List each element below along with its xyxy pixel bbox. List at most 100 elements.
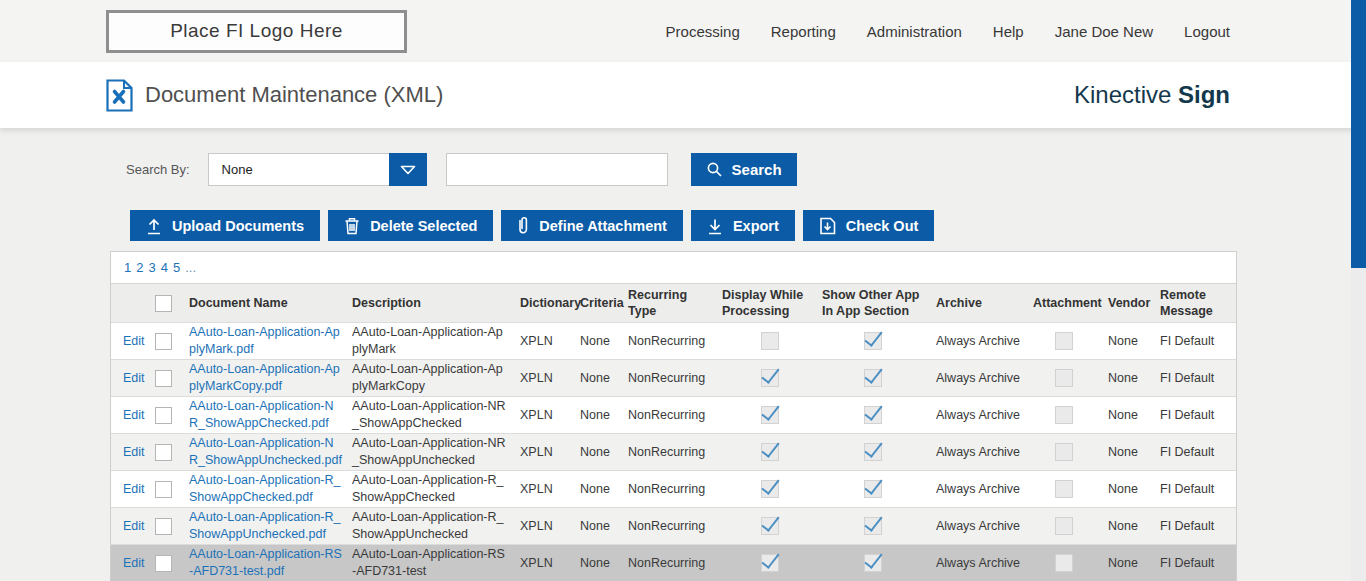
cell-select xyxy=(153,434,187,471)
vertical-scrollbar[interactable] xyxy=(1351,0,1366,581)
brand-logo: Kinective Sign xyxy=(1074,81,1230,109)
trash-icon xyxy=(344,217,360,235)
document-name-link[interactable]: AAuto-Loan-Application-RS-AFD731-test.pd… xyxy=(189,547,342,578)
cell-attachment xyxy=(1031,397,1096,434)
cell-vendor: None xyxy=(1096,434,1146,471)
cell-dictionary: XPLN xyxy=(518,397,578,434)
header-vendor: Vendor xyxy=(1096,284,1146,323)
check-out-label: Check Out xyxy=(846,218,919,234)
cell-vendor: None xyxy=(1096,545,1146,581)
page-link-1[interactable]: 1 xyxy=(124,260,131,275)
cell-display-while-processing xyxy=(720,360,820,397)
document-name-link[interactable]: AAuto-Loan-Application-R_ShowAppChecked.… xyxy=(189,473,340,504)
search-by-dropdown[interactable]: None xyxy=(208,153,427,186)
cell-vendor: None xyxy=(1096,360,1146,397)
chevron-down-icon[interactable] xyxy=(389,153,427,186)
page-link-4[interactable]: 4 xyxy=(161,260,168,275)
cell-description: AAuto-Loan-Application-RS-AFD731-test xyxy=(350,545,518,581)
cell-display-while-processing xyxy=(720,545,820,581)
attachment-checkbox xyxy=(1055,332,1073,350)
cell-remote-message: FI Default xyxy=(1146,360,1236,397)
nav-administration[interactable]: Administration xyxy=(867,23,962,40)
cell-attachment xyxy=(1031,434,1096,471)
header-criteria: Criteria xyxy=(578,284,626,323)
edit-link[interactable]: Edit xyxy=(123,371,145,385)
row-select-checkbox[interactable] xyxy=(155,481,172,498)
attachment-checkbox xyxy=(1055,517,1073,535)
cell-edit: Edit xyxy=(111,545,153,581)
cell-dictionary: XPLN xyxy=(518,545,578,581)
edit-link[interactable]: Edit xyxy=(123,519,145,533)
row-select-checkbox[interactable] xyxy=(155,370,172,387)
document-name-link[interactable]: AAuto-Loan-Application-ApplyMarkCopy.pdf xyxy=(189,362,340,393)
search-button[interactable]: Search xyxy=(691,153,797,186)
cell-criteria: None xyxy=(578,434,626,471)
cell-remote-message: FI Default xyxy=(1146,471,1236,508)
nav-user-jane-doe-new[interactable]: Jane Doe New xyxy=(1055,23,1153,40)
header-attachment: Attachment xyxy=(1031,284,1096,323)
export-button[interactable]: Export xyxy=(691,210,795,241)
nav-logout[interactable]: Logout xyxy=(1184,23,1230,40)
table-row: Edit AAuto-Loan-Application-RS-AFD731-te… xyxy=(111,545,1236,581)
table-row: Edit AAuto-Loan-Application-R_ShowAppUnc… xyxy=(111,508,1236,545)
nav-reporting[interactable]: Reporting xyxy=(771,23,836,40)
show-other-app-checkbox xyxy=(864,406,882,424)
upload-documents-button[interactable]: Upload Documents xyxy=(130,210,320,241)
define-attachment-button[interactable]: Define Attachment xyxy=(501,210,683,241)
cell-description: AAuto-Loan-Application-ApplyMark xyxy=(350,323,518,360)
cell-archive: Always Archive xyxy=(926,323,1031,360)
cell-recurring-type: NonRecurring xyxy=(626,508,720,545)
cell-display-while-processing xyxy=(720,397,820,434)
cell-criteria: None xyxy=(578,397,626,434)
cell-criteria: None xyxy=(578,360,626,397)
row-select-checkbox[interactable] xyxy=(155,333,172,350)
edit-link[interactable]: Edit xyxy=(123,556,145,570)
cell-recurring-type: NonRecurring xyxy=(626,434,720,471)
cell-description: AAuto-Loan-Application-R_ShowAppUnchecke… xyxy=(350,508,518,545)
cell-description: AAuto-Loan-Application-NR_ShowAppChecked xyxy=(350,397,518,434)
check-out-button[interactable]: Check Out xyxy=(803,210,935,241)
edit-link[interactable]: Edit xyxy=(123,408,145,422)
row-select-checkbox[interactable] xyxy=(155,444,172,461)
table-header-row: Document Name Description Dictionary Cri… xyxy=(111,284,1236,323)
attachment-checkbox xyxy=(1055,554,1073,572)
export-label: Export xyxy=(733,218,779,234)
show-other-app-checkbox xyxy=(864,480,882,498)
search-input[interactable] xyxy=(446,153,668,186)
document-name-link[interactable]: AAuto-Loan-Application-ApplyMark.pdf xyxy=(189,325,340,356)
select-all-checkbox[interactable] xyxy=(155,295,172,312)
header-recurring-type: Recurring Type xyxy=(626,284,720,323)
cell-display-while-processing xyxy=(720,323,820,360)
header-remote-message: Remote Message xyxy=(1146,284,1236,323)
cell-edit: Edit xyxy=(111,434,153,471)
nav-help[interactable]: Help xyxy=(993,23,1024,40)
documents-table-container: 12345... Document Name Description Dicti… xyxy=(110,251,1237,581)
cell-document-name: AAuto-Loan-Application-ApplyMarkCopy.pdf xyxy=(187,360,350,397)
cell-show-other-app xyxy=(820,360,926,397)
cell-document-name: AAuto-Loan-Application-RS-AFD731-test.pd… xyxy=(187,545,350,581)
page-link-5[interactable]: 5 xyxy=(173,260,180,275)
delete-selected-button[interactable]: Delete Selected xyxy=(328,210,493,241)
attachment-checkbox xyxy=(1055,480,1073,498)
search-icon xyxy=(706,161,723,178)
page-link-3[interactable]: 3 xyxy=(148,260,155,275)
scrollbar-thumb[interactable] xyxy=(1351,0,1366,268)
document-name-link[interactable]: AAuto-Loan-Application-R_ShowAppUnchecke… xyxy=(189,510,340,541)
page-link-2[interactable]: 2 xyxy=(136,260,143,275)
show-other-app-checkbox xyxy=(864,554,882,572)
edit-link[interactable]: Edit xyxy=(123,445,145,459)
document-name-link[interactable]: AAuto-Loan-Application-NR_ShowAppChecked… xyxy=(189,399,334,430)
display-while-processing-checkbox xyxy=(761,332,779,350)
row-select-checkbox[interactable] xyxy=(155,407,172,424)
row-select-checkbox[interactable] xyxy=(155,518,172,535)
page-title: Document Maintenance (XML) xyxy=(145,82,443,108)
documents-table: Document Name Description Dictionary Cri… xyxy=(111,283,1236,581)
fi-logo-text: Place FI Logo Here xyxy=(170,20,343,42)
nav-processing[interactable]: Processing xyxy=(666,23,740,40)
document-name-link[interactable]: AAuto-Loan-Application-NR_ShowAppUncheck… xyxy=(189,436,342,467)
brand-suffix: Sign xyxy=(1178,81,1230,108)
edit-link[interactable]: Edit xyxy=(123,482,145,496)
header-show-other-app: Show Other App In App Section xyxy=(820,284,926,323)
edit-link[interactable]: Edit xyxy=(123,334,145,348)
row-select-checkbox[interactable] xyxy=(155,555,172,572)
